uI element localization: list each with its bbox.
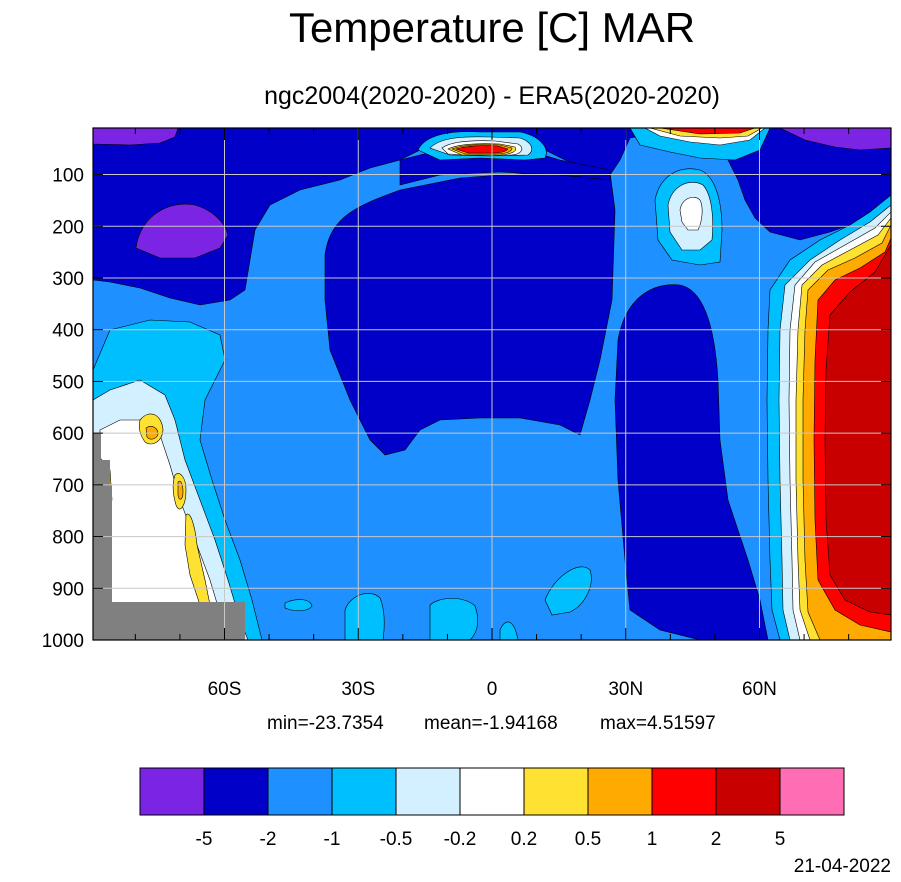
- colorbar-label: -1: [324, 829, 341, 850]
- y-tick-label: 700: [52, 476, 84, 497]
- y-tick-label: 800: [52, 528, 84, 549]
- y-tick-label: 1000: [42, 631, 84, 652]
- colorbar-label: 1: [647, 829, 658, 850]
- colorbar-swatch: [395, 767, 461, 816]
- x-axis: 60S 30S 0 30N 60N: [134, 128, 850, 700]
- contour-fill: [544, 566, 592, 616]
- y-tick-label: 500: [52, 372, 84, 393]
- colorbar-label: -2: [260, 829, 277, 850]
- colorbar-label: -5: [196, 829, 213, 850]
- y-tick-label: 200: [52, 217, 84, 238]
- missing-data-mask: [93, 433, 245, 640]
- contour-fill: [824, 244, 891, 616]
- y-tick-label: 900: [52, 579, 84, 600]
- colorbar-swatch: [715, 767, 781, 816]
- y-tick-label: 300: [52, 269, 84, 290]
- contour-fill: [135, 203, 229, 259]
- contour-fill: [614, 284, 769, 640]
- colorbar-swatch: [459, 767, 525, 816]
- chart-subtitle: ngc2004(2020-2020) - ERA5(2020-2020): [264, 82, 720, 110]
- contour-fill: [284, 599, 313, 612]
- x-tick-label: 30S: [341, 679, 375, 700]
- contour-fill: [455, 145, 509, 154]
- colorbar: -5 -2 -1 -0.5 -0.2 0.2 0.5 1 2 5: [139, 767, 845, 850]
- colorbar-label: 2: [711, 829, 722, 850]
- x-tick-label: 30N: [608, 679, 643, 700]
- colorbar-label: 0.5: [575, 829, 601, 850]
- contour-fill: [177, 480, 184, 500]
- contour-fill: [779, 128, 891, 151]
- colorbar-label: -0.5: [380, 829, 413, 850]
- y-tick-label: 400: [52, 321, 84, 342]
- colorbar-swatch: [587, 767, 653, 816]
- colorbar-swatch: [203, 767, 269, 816]
- y-tick-label: 600: [52, 424, 84, 445]
- contour-fill: [499, 621, 519, 640]
- x-tick-label: 60N: [742, 679, 777, 700]
- colorbar-label: 5: [775, 829, 786, 850]
- date-stamp: 21-04-2022: [794, 856, 891, 877]
- y-axis: 100 200 300 400 500 600 700 800 900 1000: [42, 166, 891, 652]
- contour-fill: [679, 197, 703, 231]
- x-tick-label: 60S: [208, 679, 242, 700]
- colorbar-swatch: [523, 767, 589, 816]
- stat-max: max=4.51597: [600, 713, 716, 734]
- stat-min: min=-23.7354: [267, 713, 384, 734]
- colorbar-swatch: [331, 767, 397, 816]
- colorbar-swatch: [651, 767, 717, 816]
- colorbar-swatch: [139, 767, 205, 816]
- chart-title: Temperature [C] MAR: [289, 4, 695, 51]
- y-tick-label: 100: [52, 166, 84, 187]
- contour-fill: [659, 128, 756, 135]
- contour-fill: [344, 593, 385, 640]
- contour-fill: [93, 128, 179, 146]
- stat-mean: mean=-1.94168: [424, 713, 558, 734]
- contour-fill: [429, 598, 479, 640]
- grid-lines: [93, 128, 891, 640]
- colorbar-label: 0.2: [511, 829, 537, 850]
- colorbar-swatch: [267, 767, 333, 816]
- x-tick-label: 0: [487, 679, 498, 700]
- contour-fill: [324, 171, 616, 456]
- colorbar-swatch: [779, 767, 845, 816]
- colorbar-label: -0.2: [444, 829, 477, 850]
